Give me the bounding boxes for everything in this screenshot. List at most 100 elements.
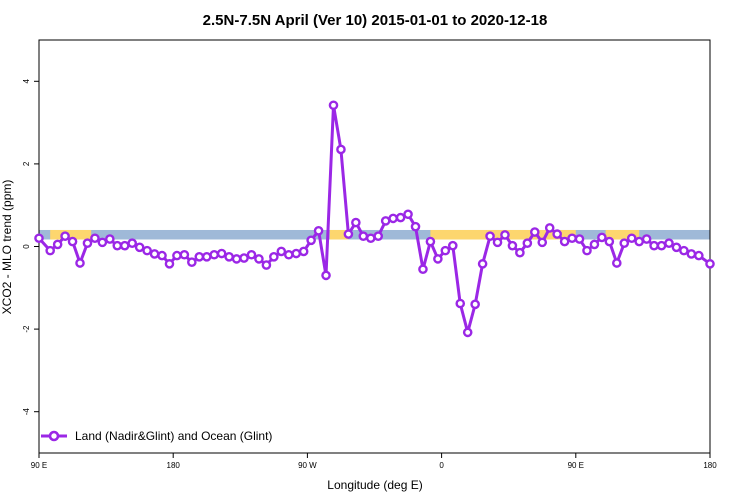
data-point [470,299,480,310]
data-point [105,234,115,244]
y-axis-label: XCO2 - MLO trend (ppm) [0,180,14,315]
data-point [507,240,518,251]
legend-label: Land (Nadir&Glint) and Ocean (Glint) [75,429,272,443]
data-point [224,252,234,262]
data-point [612,258,622,268]
data-point [164,259,175,269]
data-point [157,250,167,261]
land-band-segment [50,229,92,240]
data-point [246,249,257,260]
data-point [649,240,659,251]
series-layer [34,100,715,338]
data-point [75,258,85,268]
data-point [686,249,697,259]
series-line [37,103,711,334]
y-axis: -4 -2 0 2 4 [22,79,39,416]
data-point [90,233,100,244]
data-point [388,213,398,224]
data-point [634,236,644,247]
land-band-segment [430,229,487,240]
data-point [45,245,55,256]
data-point [671,242,682,253]
data-point [410,221,421,232]
data-point [172,250,182,261]
data-point [283,249,294,260]
data-point [231,254,242,264]
data-point [537,237,548,248]
data-point [515,247,525,258]
data-point [194,252,205,262]
data-point [112,240,123,251]
data-point [694,250,704,261]
data-point [679,245,689,256]
data-point [313,226,324,236]
data-point [485,231,495,241]
data-point [276,246,287,257]
y-tick-label: 4 [22,79,31,84]
data-point [418,264,428,275]
data-point [455,298,466,309]
data-point [343,229,354,239]
x-axis: 90 E 180 90 W 0 90 E 180 [31,453,717,470]
data-point [97,237,108,248]
data-point [179,249,190,260]
data-point [492,237,503,248]
data-point [500,230,510,240]
data-point [705,259,715,269]
data-point [365,233,376,244]
data-point [187,257,197,267]
data-point [433,254,443,264]
data-point [239,253,249,263]
data-point [462,327,473,338]
x-tick-label: 90 E [568,461,584,470]
chart-title: 2.5N-7.5N April (Ver 10) 2015-01-01 to 2… [203,12,548,29]
data-point [336,144,346,155]
data-point [604,236,615,247]
data-point [664,238,674,248]
data-point [440,245,451,256]
y-tick-label: 0 [22,244,31,249]
data-point [544,223,555,233]
data-point [373,231,384,241]
data-point [201,252,212,262]
data-point [298,246,309,257]
y-tick-label: -4 [22,408,31,416]
data-point [209,249,220,260]
data-point [261,260,272,270]
x-tick-label: 0 [439,461,444,470]
data-point [254,254,264,264]
x-tick-label: 90 E [31,461,47,470]
x-tick-label: 180 [167,461,181,470]
data-point [522,238,533,248]
data-point [477,259,488,269]
data-point [597,232,607,243]
data-point [380,216,391,226]
data-point [291,248,302,259]
data-point [127,238,137,248]
data-point [321,270,331,281]
data-point [134,242,145,253]
data-point [656,240,667,251]
land-band-segment [329,229,349,240]
data-point [447,240,458,251]
data-point [574,234,585,244]
data-point [626,233,637,244]
legend: Land (Nadir&Glint) and Ocean (Glint) [41,429,272,443]
data-point [351,217,361,228]
data-point [306,235,316,246]
data-point [559,236,570,247]
data-point [552,229,562,239]
data-point [328,100,339,111]
x-tick-label: 90 W [298,461,317,470]
data-point [589,239,600,250]
data-point [641,234,652,244]
data-point [395,212,406,223]
data-point [119,240,130,251]
data-point [67,236,78,247]
land-band-segment [605,229,640,240]
x-tick-label: 180 [703,461,717,470]
data-point [403,209,413,220]
data-point [567,233,577,244]
data-point [425,236,436,247]
